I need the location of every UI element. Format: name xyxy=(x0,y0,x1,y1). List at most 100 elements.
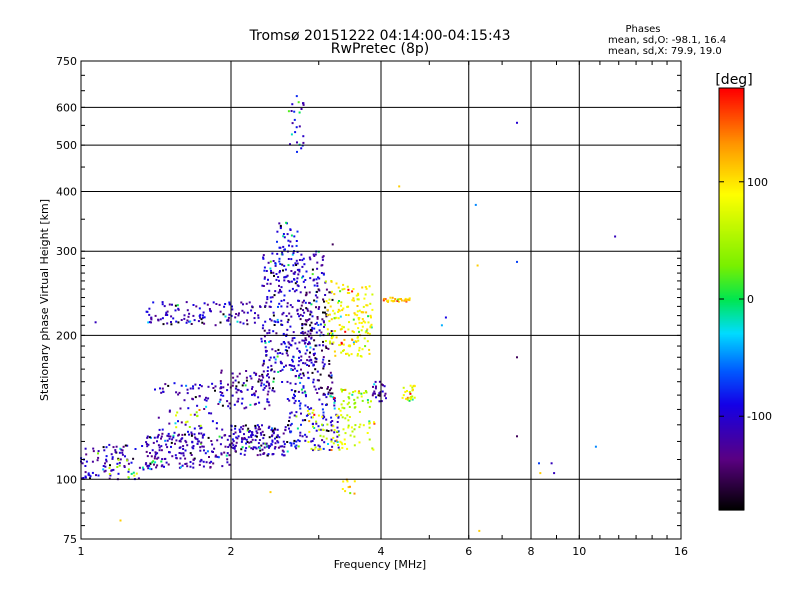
echo-point xyxy=(330,449,333,451)
echo-point xyxy=(150,455,153,458)
echo-point xyxy=(358,426,361,429)
colorbar-band xyxy=(719,390,744,393)
echo-point xyxy=(298,270,301,273)
echo-point xyxy=(199,427,202,430)
echo-point xyxy=(308,291,311,294)
echo-point xyxy=(201,434,204,437)
echo-point xyxy=(214,455,217,458)
echo-point xyxy=(368,405,371,408)
colorbar-band xyxy=(719,248,744,251)
echo-point xyxy=(182,452,185,455)
colorbar-band xyxy=(719,340,744,343)
echo-point xyxy=(322,435,325,438)
echo-point xyxy=(278,222,281,225)
echo-point xyxy=(102,465,105,467)
colorbar-band xyxy=(719,342,744,345)
echo-point xyxy=(297,445,300,448)
echo-point xyxy=(295,244,298,247)
echo-point xyxy=(279,270,281,272)
echo-point xyxy=(270,319,273,322)
echo-point xyxy=(298,268,301,271)
echo-point xyxy=(262,324,265,327)
colorbar-band xyxy=(719,148,744,151)
echo-point xyxy=(270,364,273,367)
colorbar-band xyxy=(719,308,744,311)
echo-point xyxy=(346,305,349,308)
echo-point xyxy=(362,424,365,427)
echo-point xyxy=(161,303,164,306)
colorbar-band xyxy=(719,214,744,217)
colorbar-band xyxy=(719,310,744,313)
echo-point xyxy=(245,447,248,450)
echo-point xyxy=(263,434,266,437)
echo-point xyxy=(378,392,381,395)
echo-point xyxy=(244,424,247,427)
echo-point xyxy=(308,335,310,338)
echo-point xyxy=(322,273,325,276)
echo-point xyxy=(271,252,274,255)
echo-point xyxy=(283,365,285,368)
echo-point xyxy=(293,365,296,368)
echo-point xyxy=(229,443,232,446)
echo-point xyxy=(304,362,307,365)
echo-point xyxy=(276,434,279,437)
echo-point xyxy=(409,384,412,387)
echo-point xyxy=(280,305,283,308)
echo-point xyxy=(314,344,317,347)
echo-point xyxy=(267,390,270,393)
echo-point xyxy=(317,379,320,382)
colorbar-band xyxy=(719,464,744,467)
echo-point xyxy=(334,440,337,443)
echo-point xyxy=(408,391,411,393)
colorbar-band xyxy=(719,108,744,111)
echo-point xyxy=(150,318,153,321)
echo-point xyxy=(309,332,312,335)
echo-point xyxy=(141,445,144,447)
echo-point xyxy=(212,387,215,389)
echo-point xyxy=(383,298,386,301)
echo-point xyxy=(314,323,317,325)
echo-point xyxy=(272,429,275,432)
echo-point xyxy=(215,422,218,425)
echo-point xyxy=(103,449,106,452)
echo-point xyxy=(294,282,297,285)
echo-point xyxy=(160,391,163,394)
echo-point xyxy=(269,445,272,448)
echo-point xyxy=(322,358,325,361)
echo-point xyxy=(221,465,224,468)
echo-point xyxy=(200,385,203,388)
echo-point xyxy=(353,444,356,447)
echo-point xyxy=(236,388,239,391)
echo-point xyxy=(316,296,319,299)
echo-point xyxy=(84,447,87,450)
colorbar-band xyxy=(719,482,744,485)
echo-point xyxy=(183,399,186,402)
echo-point xyxy=(297,364,300,367)
echo-point xyxy=(268,425,271,428)
echo-point xyxy=(220,436,223,439)
echo-point xyxy=(214,385,217,388)
colorbar-band xyxy=(719,218,744,221)
echo-point xyxy=(104,465,107,468)
echo-point xyxy=(264,346,267,349)
echo-point xyxy=(357,292,360,295)
echo-point xyxy=(301,435,304,438)
echo-point xyxy=(84,465,87,467)
echo-point xyxy=(92,447,95,450)
echo-point xyxy=(298,111,301,114)
colorbar-band xyxy=(719,300,744,303)
echo-point xyxy=(85,460,88,463)
echo-point xyxy=(412,388,414,391)
echo-point xyxy=(335,282,338,285)
echo-point xyxy=(347,426,350,429)
echo-point xyxy=(329,305,332,308)
echo-point xyxy=(308,359,311,362)
echo-point xyxy=(325,313,328,316)
echo-point xyxy=(243,407,246,410)
echo-point xyxy=(282,450,285,453)
echo-point xyxy=(356,354,359,357)
echo-point xyxy=(226,438,229,441)
echo-point xyxy=(258,425,260,428)
echo-point xyxy=(275,278,278,281)
echo-point xyxy=(283,294,286,297)
